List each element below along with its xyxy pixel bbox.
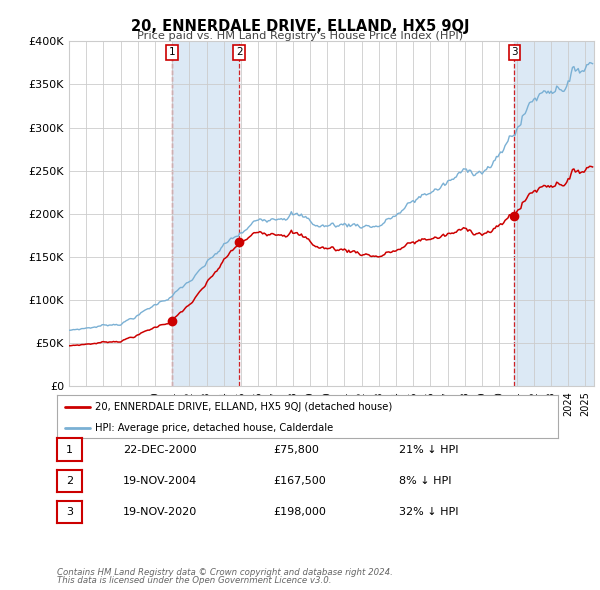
Bar <box>172 41 239 386</box>
Text: 21% ↓ HPI: 21% ↓ HPI <box>399 445 458 454</box>
Text: This data is licensed under the Open Government Licence v3.0.: This data is licensed under the Open Gov… <box>57 576 331 585</box>
Bar <box>514 41 594 386</box>
Text: 32% ↓ HPI: 32% ↓ HPI <box>399 507 458 517</box>
Text: 22-DEC-2000: 22-DEC-2000 <box>123 445 197 454</box>
Text: £75,800: £75,800 <box>273 445 319 454</box>
Text: £167,500: £167,500 <box>273 476 326 486</box>
Text: 1: 1 <box>169 47 175 57</box>
Text: 1: 1 <box>66 445 73 454</box>
Text: Contains HM Land Registry data © Crown copyright and database right 2024.: Contains HM Land Registry data © Crown c… <box>57 568 393 577</box>
Text: 8% ↓ HPI: 8% ↓ HPI <box>399 476 452 486</box>
Text: 20, ENNERDALE DRIVE, ELLAND, HX5 9QJ: 20, ENNERDALE DRIVE, ELLAND, HX5 9QJ <box>131 19 469 34</box>
Text: HPI: Average price, detached house, Calderdale: HPI: Average price, detached house, Cald… <box>95 424 333 434</box>
Text: 19-NOV-2004: 19-NOV-2004 <box>123 476 197 486</box>
Text: 3: 3 <box>66 507 73 517</box>
Text: 3: 3 <box>511 47 518 57</box>
Text: £198,000: £198,000 <box>273 507 326 517</box>
Text: 2: 2 <box>66 476 73 486</box>
Text: 20, ENNERDALE DRIVE, ELLAND, HX5 9QJ (detached house): 20, ENNERDALE DRIVE, ELLAND, HX5 9QJ (de… <box>95 402 392 412</box>
Text: Price paid vs. HM Land Registry's House Price Index (HPI): Price paid vs. HM Land Registry's House … <box>137 31 463 41</box>
Text: 19-NOV-2020: 19-NOV-2020 <box>123 507 197 517</box>
Text: 2: 2 <box>236 47 242 57</box>
